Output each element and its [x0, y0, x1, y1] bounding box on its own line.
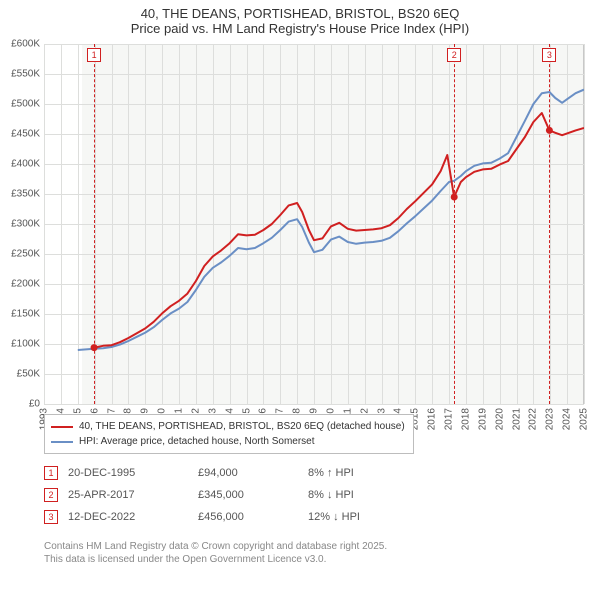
legend-label-price: 40, THE DEANS, PORTISHEAD, BRISTOL, BS20…: [79, 421, 405, 432]
legend-row-price: 40, THE DEANS, PORTISHEAD, BRISTOL, BS20…: [51, 419, 407, 434]
transaction-diff: 8% ↓ HPI: [308, 489, 438, 501]
x-axis-label: 2017: [444, 408, 455, 430]
plot-area: £0£50K£100K£150K£200K£250K£300K£350K£400…: [44, 44, 584, 404]
y-axis-label: £500K: [11, 99, 40, 110]
y-axis-label: £200K: [11, 279, 40, 290]
y-axis-label: £450K: [11, 129, 40, 140]
title-line-1: 40, THE DEANS, PORTISHEAD, BRISTOL, BS20…: [0, 6, 600, 21]
transaction-diff: 12% ↓ HPI: [308, 511, 438, 523]
table-row: 2 25-APR-2017 £345,000 8% ↓ HPI: [44, 484, 564, 506]
x-axis-label: 2021: [511, 408, 522, 430]
legend: 40, THE DEANS, PORTISHEAD, BRISTOL, BS20…: [44, 414, 414, 454]
legend-label-hpi: HPI: Average price, detached house, Nort…: [79, 436, 315, 447]
y-axis-label: £50K: [17, 369, 40, 380]
x-axis-label: 2020: [494, 408, 505, 430]
transaction-marker-icon: 1: [44, 466, 58, 480]
y-axis-label: £350K: [11, 189, 40, 200]
series-hpi: [78, 90, 584, 350]
x-axis-label: 2024: [562, 408, 573, 430]
x-axis-label: 2019: [477, 408, 488, 430]
y-axis-label: £250K: [11, 249, 40, 260]
x-axis-label: 2016: [427, 408, 438, 430]
legend-swatch-price: [51, 426, 73, 428]
x-axis-label: 2023: [545, 408, 556, 430]
table-row: 1 20-DEC-1995 £94,000 8% ↑ HPI: [44, 462, 564, 484]
title-line-2: Price paid vs. HM Land Registry's House …: [0, 21, 600, 36]
transaction-point: [546, 127, 553, 134]
legend-swatch-hpi: [51, 441, 73, 443]
y-axis-label: £400K: [11, 159, 40, 170]
y-axis-label: £100K: [11, 339, 40, 350]
chart-container: 40, THE DEANS, PORTISHEAD, BRISTOL, BS20…: [0, 0, 600, 590]
transaction-date: 12-DEC-2022: [68, 511, 188, 523]
transactions-table: 1 20-DEC-1995 £94,000 8% ↑ HPI 2 25-APR-…: [44, 462, 564, 528]
footer-line-1: Contains HM Land Registry data © Crown c…: [44, 540, 564, 553]
y-axis-label: £300K: [11, 219, 40, 230]
transaction-diff: 8% ↑ HPI: [308, 467, 438, 479]
footer-line-2: This data is licensed under the Open Gov…: [44, 553, 564, 566]
transaction-point: [451, 194, 458, 201]
transaction-date: 25-APR-2017: [68, 489, 188, 501]
footer: Contains HM Land Registry data © Crown c…: [44, 540, 564, 566]
x-axis-label: 2022: [528, 408, 539, 430]
y-axis-label: £550K: [11, 69, 40, 80]
transaction-price: £94,000: [198, 467, 298, 479]
transaction-price: £345,000: [198, 489, 298, 501]
transaction-date: 20-DEC-1995: [68, 467, 188, 479]
transaction-price: £456,000: [198, 511, 298, 523]
transaction-marker-icon: 2: [44, 488, 58, 502]
transaction-point: [91, 344, 98, 351]
y-axis-label: £600K: [11, 39, 40, 50]
legend-row-hpi: HPI: Average price, detached house, Nort…: [51, 434, 407, 449]
table-row: 3 12-DEC-2022 £456,000 12% ↓ HPI: [44, 506, 564, 528]
x-axis-label: 2018: [460, 408, 471, 430]
titles: 40, THE DEANS, PORTISHEAD, BRISTOL, BS20…: [0, 0, 600, 36]
transaction-marker-icon: 3: [44, 510, 58, 524]
x-axis-label: 2025: [579, 408, 590, 430]
y-axis-label: £150K: [11, 309, 40, 320]
chart-lines: [44, 44, 584, 404]
